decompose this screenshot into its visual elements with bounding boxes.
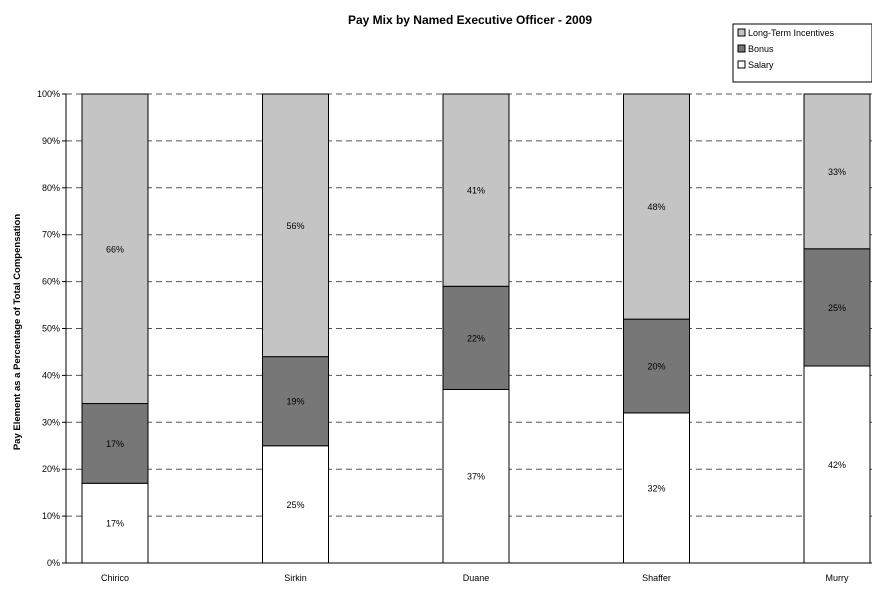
x-axis-labels: Chirico Sirkin Duane Shaffer Murry xyxy=(101,573,849,583)
bar-value-label: 17% xyxy=(106,439,124,449)
bar-segment-salary xyxy=(803,365,871,564)
x-category-label: Chirico xyxy=(101,573,129,583)
bar-value-label: 56% xyxy=(286,221,304,231)
bar-segment-bonus xyxy=(81,403,149,484)
bar-segment-long-term-incentives xyxy=(262,93,329,358)
bar-value-label: 25% xyxy=(828,303,846,313)
y-tick-label: 80% xyxy=(42,183,60,193)
bar-value-label: 22% xyxy=(467,333,485,343)
y-tick-label: 20% xyxy=(42,464,60,474)
legend: Long-Term Incentives Bonus Salary xyxy=(732,23,872,83)
x-category-label: Duane xyxy=(463,573,490,583)
legend-swatch xyxy=(737,60,746,69)
legend-label: Bonus xyxy=(748,44,774,54)
bar-value-label: 17% xyxy=(106,519,124,529)
bar-value-label: 66% xyxy=(106,244,124,254)
y-tick-label: 90% xyxy=(42,136,60,146)
bar-segment-salary xyxy=(262,445,329,564)
bar-value-label: 42% xyxy=(828,460,846,470)
y-tick-label: 0% xyxy=(47,558,60,568)
bar-segment-long-term-incentives xyxy=(623,93,690,320)
bar-value-label: 19% xyxy=(286,397,304,407)
bars: 17% 17% 66% 25% 19% 56% 37% 22% 41% 32% 20% 48% 42% 2… xyxy=(81,93,871,564)
x-category-label: Shaffer xyxy=(642,573,671,583)
y-tick-label: 10% xyxy=(42,511,60,521)
legend-swatch xyxy=(737,44,746,53)
y-tick-label: 100% xyxy=(37,89,60,99)
bar-segment-long-term-incentives xyxy=(442,93,510,287)
bar-segment-bonus xyxy=(262,356,329,447)
legend-swatch xyxy=(737,28,746,37)
bar-value-label: 25% xyxy=(286,500,304,510)
y-tick-label: 30% xyxy=(42,417,60,427)
y-tick-label: 50% xyxy=(42,324,60,334)
y-tick-label: 60% xyxy=(42,277,60,287)
bar-value-label: 20% xyxy=(647,362,665,372)
bar-value-label: 41% xyxy=(467,186,485,196)
bar-segment-bonus xyxy=(442,285,510,390)
bar-value-label: 33% xyxy=(828,167,846,177)
y-tick-label: 40% xyxy=(42,370,60,380)
bar-segment-bonus xyxy=(623,318,690,414)
bar-segment-salary xyxy=(442,388,510,564)
bar-value-label: 37% xyxy=(467,472,485,482)
x-category-label: Sirkin xyxy=(284,573,307,583)
legend-label: Salary xyxy=(748,60,774,70)
x-category-label: Murry xyxy=(826,573,849,583)
y-axis-label: Pay Element as a Percentage of Total Com… xyxy=(12,214,23,451)
y-tick-label: 70% xyxy=(42,230,60,240)
chart-title: Pay Mix by Named Executive Officer - 200… xyxy=(348,13,592,27)
legend-label: Long-Term Incentives xyxy=(748,28,835,38)
bar-value-label: 32% xyxy=(647,483,665,493)
bar-segment-bonus xyxy=(803,248,871,367)
bar-value-label: 48% xyxy=(647,202,665,212)
bar-segment-long-term-incentives xyxy=(803,93,871,250)
legend-box xyxy=(732,23,872,83)
bar-segment-long-term-incentives xyxy=(81,93,149,405)
bar-segment-salary xyxy=(623,412,690,564)
